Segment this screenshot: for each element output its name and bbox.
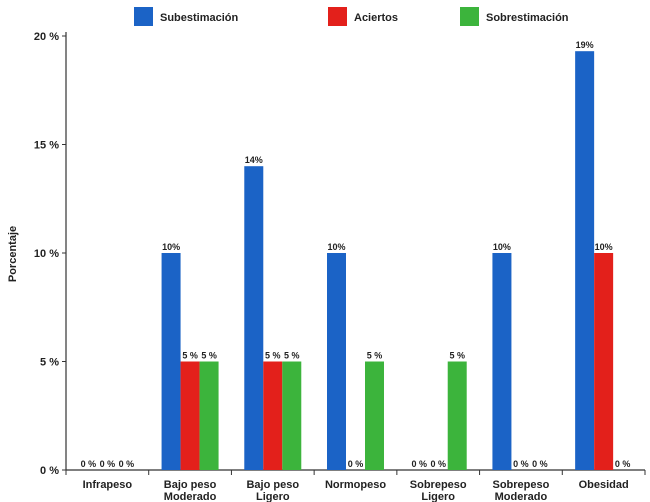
y-tick-label: 20 % xyxy=(34,31,59,43)
y-tick-label: 5 % xyxy=(40,357,59,369)
bar xyxy=(199,361,219,470)
data-label: 10% xyxy=(493,242,511,252)
x-tick-label: Moderado xyxy=(164,491,217,502)
data-label: 14% xyxy=(245,155,263,165)
x-tick-label: Obesidad xyxy=(579,479,629,491)
legend: Subestimación Aciertos Sobrestimación xyxy=(134,7,569,26)
x-tick-label: Normopeso xyxy=(325,479,386,491)
data-label: 5 % xyxy=(367,351,383,361)
y-axis-label: Porcentaje xyxy=(7,226,19,282)
legend-label: Subestimación xyxy=(160,12,239,24)
data-label: 0 % xyxy=(348,459,364,469)
y-tick-label: 10 % xyxy=(34,248,59,260)
data-label: 0 % xyxy=(615,459,631,469)
data-label: 0 % xyxy=(81,459,97,469)
data-label: 5 % xyxy=(265,351,281,361)
bars xyxy=(161,51,614,470)
data-label: 0 % xyxy=(430,459,446,469)
data-label: 0 % xyxy=(532,459,548,469)
data-label: 10% xyxy=(595,242,613,252)
x-tick-label: Sobrepeso xyxy=(492,479,549,491)
x-tick-label: Moderado xyxy=(495,491,548,502)
x-tick-label: Bajo peso xyxy=(246,479,299,491)
x-tick-label: Infrapeso xyxy=(83,479,133,491)
bar xyxy=(161,253,181,470)
bar xyxy=(327,253,346,470)
bar xyxy=(263,361,283,470)
x-tick-label: Ligero xyxy=(256,491,290,502)
bar xyxy=(365,361,384,470)
data-label: 0 % xyxy=(119,459,135,469)
legend-swatch xyxy=(134,7,153,26)
legend-label: Aciertos xyxy=(354,12,398,24)
y-tick-label: 0 % xyxy=(40,465,59,477)
legend-item: Aciertos xyxy=(328,7,398,26)
bar xyxy=(447,361,467,470)
data-label: 0 % xyxy=(411,459,427,469)
x-tick-label: Ligero xyxy=(421,491,455,502)
bar xyxy=(594,253,614,470)
bar xyxy=(492,253,512,470)
bar xyxy=(282,361,302,470)
data-label: 10% xyxy=(327,242,345,252)
data-label: 5 % xyxy=(284,351,300,361)
data-label: 5 % xyxy=(449,351,465,361)
legend-swatch xyxy=(460,7,479,26)
bar xyxy=(180,361,200,470)
data-label: 5 % xyxy=(201,351,217,361)
x-tick-label: Bajo peso xyxy=(164,479,217,491)
legend-label: Sobrestimación xyxy=(486,12,569,24)
data-labels: 0 % 0 % 0 %10%5 % 5 %14%5 % 5 %10%0 %5 %0 % 0… xyxy=(81,40,631,469)
data-label: 0 % xyxy=(100,459,116,469)
legend-item: Sobrestimación xyxy=(460,7,569,26)
legend-swatch xyxy=(328,7,347,26)
data-label: 0 % xyxy=(513,459,529,469)
legend-item: Subestimación xyxy=(134,7,239,26)
bar xyxy=(575,51,595,470)
y-tick-label: 15 % xyxy=(34,140,59,152)
data-label: 10% xyxy=(162,242,180,252)
data-label: 19% xyxy=(576,40,594,50)
bar xyxy=(244,166,264,470)
x-tick-label: Sobrepeso xyxy=(410,479,467,491)
data-label: 5 % xyxy=(182,351,198,361)
